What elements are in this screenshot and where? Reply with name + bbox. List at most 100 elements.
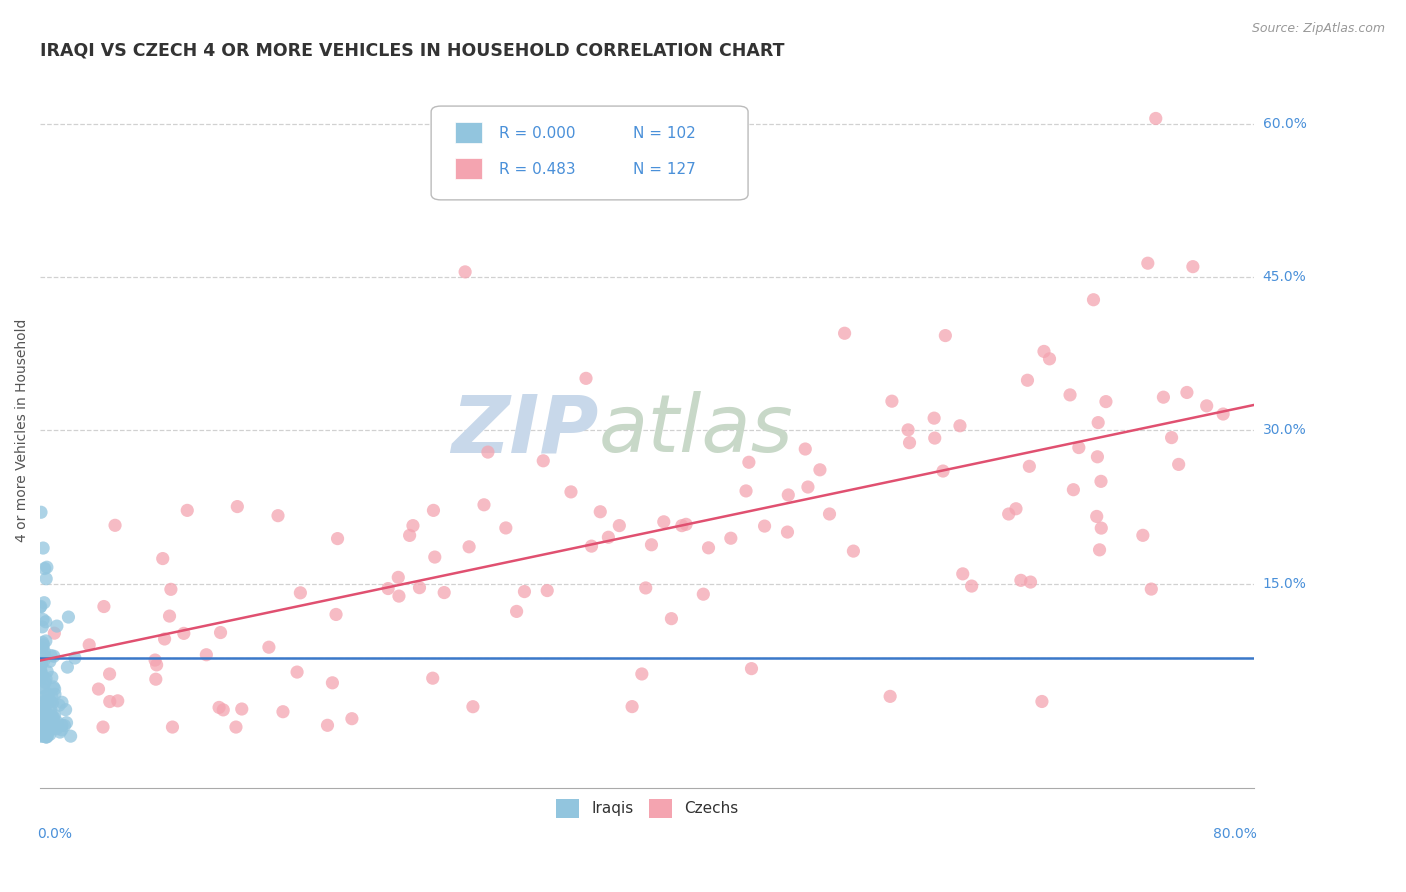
Point <box>45 619 67 633</box>
Point <box>1136 256 1159 270</box>
Point <box>32 679 55 693</box>
Point <box>290 586 312 600</box>
Point <box>32 713 55 727</box>
Point <box>1062 483 1084 497</box>
Point <box>640 538 662 552</box>
Point <box>422 671 444 685</box>
Point <box>285 665 308 679</box>
Text: ZIP: ZIP <box>451 392 599 469</box>
Point <box>231 702 253 716</box>
Point <box>388 589 411 603</box>
Point <box>740 662 762 676</box>
Point <box>45 722 67 736</box>
Point <box>30 667 52 681</box>
Point <box>31 635 53 649</box>
Point <box>41 670 63 684</box>
Point <box>598 530 620 544</box>
Point <box>834 326 856 341</box>
Point <box>41 709 63 723</box>
Point <box>575 371 598 385</box>
Point <box>38 727 60 741</box>
Point <box>1085 509 1108 524</box>
Point <box>34 721 56 735</box>
Text: atlas: atlas <box>599 392 793 469</box>
Text: 30.0%: 30.0% <box>1263 424 1306 437</box>
Point <box>35 560 58 574</box>
Point <box>104 518 127 533</box>
Point <box>48 698 70 713</box>
Point <box>34 723 56 737</box>
Point <box>797 480 820 494</box>
Point <box>152 551 174 566</box>
Point <box>422 503 444 517</box>
Point <box>675 517 697 532</box>
Point <box>39 702 62 716</box>
Point <box>49 725 72 739</box>
Point <box>34 723 56 738</box>
Point <box>271 705 294 719</box>
Point <box>31 669 53 683</box>
Point <box>495 521 517 535</box>
Point <box>208 700 231 714</box>
Point <box>37 687 59 701</box>
Point <box>458 540 481 554</box>
Point <box>697 541 720 555</box>
FancyBboxPatch shape <box>456 122 482 143</box>
Point <box>34 690 56 704</box>
Point <box>225 720 247 734</box>
Point <box>1088 542 1111 557</box>
Point <box>195 648 218 662</box>
Point <box>153 632 176 646</box>
Point <box>34 649 56 664</box>
Point <box>51 723 73 737</box>
Point <box>41 689 63 703</box>
Point <box>997 507 1019 521</box>
Point <box>41 717 63 731</box>
Text: 0.0%: 0.0% <box>38 827 72 841</box>
Point <box>754 519 776 533</box>
Legend: Iraqis, Czechs: Iraqis, Czechs <box>550 793 744 823</box>
Point <box>41 709 63 723</box>
Point <box>1083 293 1105 307</box>
Point <box>42 715 65 730</box>
Point <box>1167 458 1189 472</box>
Point <box>63 651 86 665</box>
Point <box>513 584 536 599</box>
Point <box>581 539 603 553</box>
Text: Source: ZipAtlas.com: Source: ZipAtlas.com <box>1251 22 1385 36</box>
Point <box>34 728 56 742</box>
Point <box>1033 344 1056 359</box>
Point <box>37 729 59 743</box>
Point <box>38 654 60 668</box>
Point <box>325 607 347 622</box>
Point <box>30 705 52 719</box>
Point <box>35 706 58 720</box>
Point <box>34 705 56 719</box>
Point <box>267 508 290 523</box>
Point <box>897 423 920 437</box>
Point <box>98 667 121 681</box>
Point <box>56 660 79 674</box>
Point <box>32 723 55 738</box>
Point <box>34 675 56 690</box>
Point <box>377 582 399 596</box>
Point <box>1132 528 1154 542</box>
Text: 45.0%: 45.0% <box>1263 270 1306 284</box>
Point <box>776 524 799 539</box>
Point <box>454 265 477 279</box>
Text: 15.0%: 15.0% <box>1263 577 1306 591</box>
Point <box>31 681 53 695</box>
Point <box>634 581 657 595</box>
Point <box>143 653 166 667</box>
Point <box>738 455 761 469</box>
Point <box>402 518 425 533</box>
Point <box>35 730 58 744</box>
Point <box>898 435 921 450</box>
Point <box>55 703 77 717</box>
Point <box>30 662 52 676</box>
Point <box>35 720 58 734</box>
Point <box>35 728 58 742</box>
Point <box>735 483 758 498</box>
Point <box>387 570 409 584</box>
Point <box>35 727 58 741</box>
